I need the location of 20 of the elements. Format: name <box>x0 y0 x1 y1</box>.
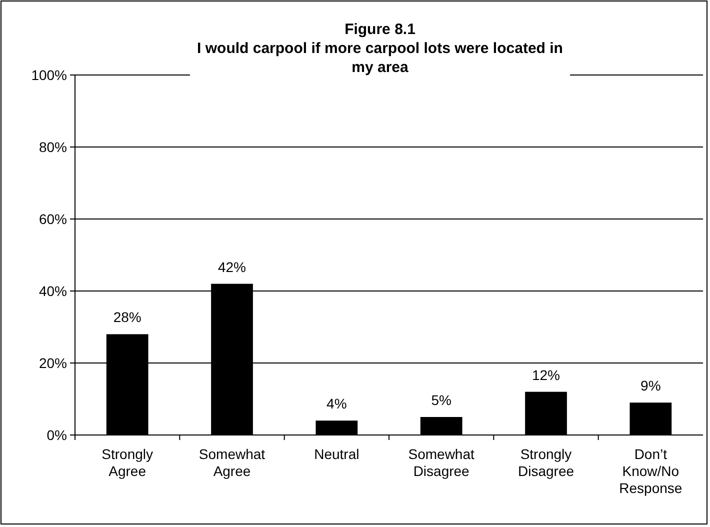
data-label: 9% <box>640 378 661 394</box>
chart-title: Figure 8.1 <box>344 21 416 38</box>
x-tick-label: Don’t Know/No Response <box>619 446 682 496</box>
data-label: 4% <box>326 396 347 412</box>
data-label: 28% <box>113 309 142 326</box>
y-tick-label: 60% <box>38 210 67 227</box>
y-tick-label: 80% <box>38 138 67 155</box>
y-tick-label: 100% <box>31 66 67 83</box>
data-label: 12% <box>532 366 560 383</box>
x-tick-label: Somewhat Agree <box>198 446 266 479</box>
x-tick-label: Neutral <box>314 446 360 462</box>
y-tick-label: 0% <box>46 426 67 443</box>
data-label: 5% <box>431 392 452 408</box>
x-tick-label: Strongly Disagree <box>518 446 574 479</box>
data-label: 42% <box>218 258 246 275</box>
y-tick-label: 40% <box>38 282 67 299</box>
y-tick-label: 20% <box>38 354 67 371</box>
x-tick-label: Somewhat Disagree <box>408 446 475 479</box>
x-tick-label: Strongly Agree <box>102 446 154 479</box>
chart-subtitle: I would carpool if more carpool lots were located in my area <box>197 40 563 76</box>
